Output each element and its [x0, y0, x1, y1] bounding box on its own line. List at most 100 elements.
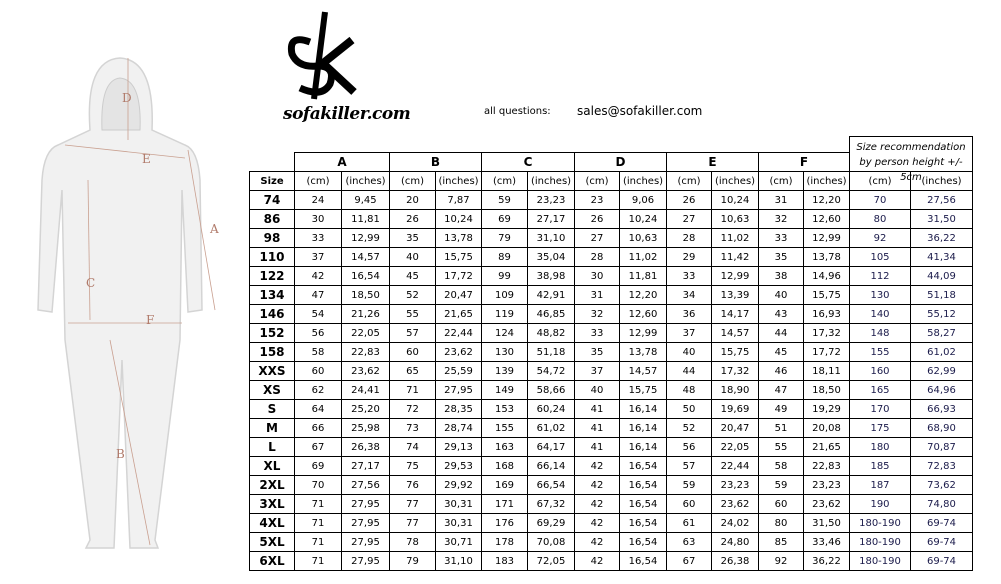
size-cell: 122	[249, 266, 295, 286]
cm-header: (cm)	[758, 171, 804, 191]
value-cell: 51,18	[910, 285, 973, 305]
value-cell: 61,02	[910, 342, 973, 362]
blank-cell	[249, 152, 295, 172]
inches-header: (inches)	[435, 171, 482, 191]
table-row: 3XL 71 27,95 77 30,31 171 67,32 42 16,54 60 23,62 6…	[249, 494, 973, 514]
table-row: 146 54 21,26 55 21,65 119 46,85 32 12,60 36 14,17 4…	[249, 304, 973, 324]
value-cell: 180-190	[849, 532, 911, 552]
value-cell: 17,32	[711, 361, 759, 381]
value-cell: 24,41	[341, 380, 390, 400]
value-cell: 56	[666, 437, 712, 457]
value-cell: 27,95	[435, 380, 482, 400]
value-cell: 20,47	[711, 418, 759, 438]
value-cell: 27,56	[341, 475, 390, 495]
value-cell: 66,93	[910, 399, 973, 419]
group-header-C: C	[481, 152, 575, 172]
table-row: 134 47 18,50 52 20,47 109 42,91 31 12,20 34 13,39 4…	[249, 285, 973, 305]
cm-header: (cm)	[294, 171, 342, 191]
value-cell: 169	[481, 475, 528, 495]
value-cell: 180	[849, 437, 911, 457]
value-cell: 54,72	[527, 361, 575, 381]
value-cell: 92	[758, 551, 804, 571]
value-cell: 60	[758, 494, 804, 514]
sofakiller-logo	[287, 11, 357, 100]
value-cell: 64	[294, 399, 342, 419]
value-cell: 31,50	[803, 513, 850, 533]
group-header-B: B	[389, 152, 482, 172]
value-cell: 9,45	[341, 190, 390, 210]
table-row: 152 56 22,05 57 22,44 124 48,82 33 12,99 37 14,57 4…	[249, 323, 973, 343]
size-cell: 6XL	[249, 551, 295, 571]
value-cell: 72	[389, 399, 436, 419]
size-cell: 74	[249, 190, 295, 210]
value-cell: 33	[758, 228, 804, 248]
value-cell: 99	[481, 266, 528, 286]
logo-text: sofakiller.com	[283, 104, 411, 124]
value-cell: 37	[574, 361, 620, 381]
label-F: F	[146, 313, 154, 327]
label-E: E	[142, 152, 151, 166]
value-cell: 48,82	[527, 323, 575, 343]
value-cell: 105	[849, 247, 911, 267]
value-cell: 69	[294, 456, 342, 476]
value-cell: 12,99	[619, 323, 667, 343]
value-cell: 71	[294, 513, 342, 533]
value-cell: 15,75	[803, 285, 850, 305]
value-cell: 42	[574, 475, 620, 495]
value-cell: 69-74	[910, 513, 973, 533]
value-cell: 45	[389, 266, 436, 286]
value-cell: 16,14	[619, 399, 667, 419]
cm-header: (cm)	[481, 171, 528, 191]
size-cell: XL	[249, 456, 295, 476]
group-header-A: A	[294, 152, 390, 172]
value-cell: 27	[574, 228, 620, 248]
value-cell: 16,14	[619, 437, 667, 457]
value-cell: 55	[758, 437, 804, 457]
value-cell: 23,62	[803, 494, 850, 514]
cm-header: (cm)	[666, 171, 712, 191]
size-cell: XXS	[249, 361, 295, 381]
table-row: XS 62 24,41 71 27,95 149 58,66 40 15,75 48 18,90 47…	[249, 380, 973, 400]
value-cell: 19,29	[803, 399, 850, 419]
value-cell: 26	[389, 209, 436, 229]
size-cell: 5XL	[249, 532, 295, 552]
value-cell: 12,60	[803, 209, 850, 229]
value-cell: 51,18	[527, 342, 575, 362]
value-cell: 58	[294, 342, 342, 362]
value-cell: 21,65	[803, 437, 850, 457]
size-header: Size	[249, 171, 295, 191]
value-cell: 70,87	[910, 437, 973, 457]
table-row: S 64 25,20 72 28,35 153 60,24 41 16,14 50 19,69 49 1…	[249, 399, 973, 419]
value-cell: 21,26	[341, 304, 390, 324]
value-cell: 69-74	[910, 532, 973, 552]
inches-header: (inches)	[803, 171, 850, 191]
value-cell: 69,29	[527, 513, 575, 533]
value-cell: 28	[574, 247, 620, 267]
value-cell: 23,23	[711, 475, 759, 495]
value-cell: 22,05	[341, 323, 390, 343]
value-cell: 50	[666, 399, 712, 419]
value-cell: 80	[849, 209, 911, 229]
value-cell: 153	[481, 399, 528, 419]
value-cell: 130	[849, 285, 911, 305]
value-cell: 16,54	[619, 551, 667, 571]
value-cell: 18,11	[803, 361, 850, 381]
size-cell: 4XL	[249, 513, 295, 533]
table-row: 122 42 16,54 45 17,72 99 38,98 30 11,81 33 12,99 38…	[249, 266, 973, 286]
value-cell: 33	[666, 266, 712, 286]
value-cell: 47	[758, 380, 804, 400]
size-cell: 152	[249, 323, 295, 343]
value-cell: 35,04	[527, 247, 575, 267]
value-cell: 67,32	[527, 494, 575, 514]
value-cell: 44	[758, 323, 804, 343]
value-cell: 20	[389, 190, 436, 210]
value-cell: 69	[481, 209, 528, 229]
contact-email[interactable]: sales@sofakiller.com	[577, 104, 703, 118]
value-cell: 11,42	[711, 247, 759, 267]
value-cell: 178	[481, 532, 528, 552]
value-cell: 12,99	[711, 266, 759, 286]
value-cell: 29,53	[435, 456, 482, 476]
inches-header: (inches)	[527, 171, 575, 191]
value-cell: 15,75	[711, 342, 759, 362]
value-cell: 36	[666, 304, 712, 324]
